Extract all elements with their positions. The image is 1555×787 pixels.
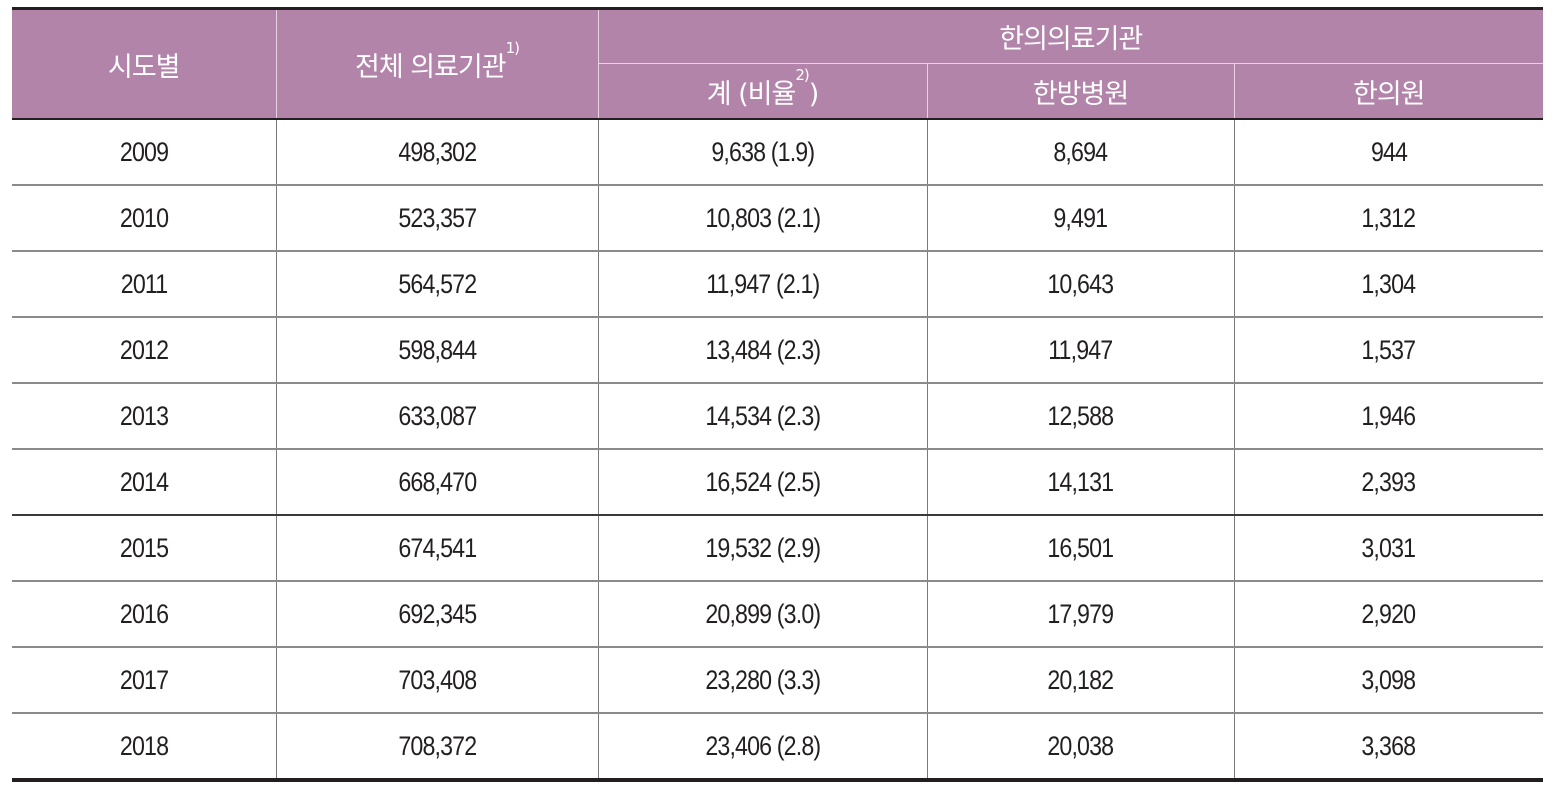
cell-year: 2015	[12, 515, 277, 582]
cell-sum-ratio: 11,947 (2.1)	[597, 251, 928, 318]
table-row: 2012 598,844 13,484 (2.3) 11,947 1,537	[12, 317, 1544, 384]
header-group-label: 한의의료기관	[999, 24, 1143, 55]
cell-year: 2009	[12, 119, 277, 186]
cell-sum-ratio: 19,532 (2.9)	[597, 515, 928, 582]
cell-sum-ratio: 9,638 (1.9)	[597, 119, 928, 186]
header-region-label: 시도별	[107, 51, 181, 83]
medical-institutions-table: 시도별 전체 의료기관1) 한의의료기관 계 (비율2)) 한방병원 한의원	[12, 7, 1544, 782]
header-hospital-label: 한방병원	[1032, 78, 1129, 110]
cell-total: 633,087	[275, 383, 599, 450]
table-row: 2016 692,345 20,899 (3.0) 17,979 2,920	[12, 581, 1544, 648]
header-row-1: 시도별 전체 의료기관1) 한의의료기관	[12, 7, 1544, 120]
cell-clinic: 3,031	[1233, 515, 1544, 582]
cell-hospital: 14,131	[926, 449, 1235, 516]
cell-total: 703,408	[275, 647, 599, 714]
header-korean-medicine-group: 한의의료기관	[597, 7, 1544, 64]
cell-clinic: 2,393	[1233, 449, 1544, 516]
cell-total: 498,302	[275, 119, 599, 186]
cell-total: 564,572	[275, 251, 599, 318]
table-body: 2009 498,302 9,638 (1.9) 8,694 944 2010 …	[12, 119, 1544, 782]
header-total-institutions: 전체 의료기관1)	[275, 7, 599, 120]
cell-clinic: 1,312	[1233, 185, 1544, 252]
header-clinic-label: 한의원	[1352, 78, 1426, 110]
cell-sum-ratio: 14,534 (2.3)	[597, 383, 928, 450]
table-header: 시도별 전체 의료기관1) 한의의료기관 계 (비율2)) 한방병원 한의원	[12, 7, 1544, 120]
cell-hospital: 11,947	[926, 317, 1235, 384]
cell-year: 2011	[12, 251, 277, 318]
cell-year: 2016	[12, 581, 277, 648]
cell-total: 523,357	[275, 185, 599, 252]
header-korean-hospital: 한방병원	[926, 63, 1235, 120]
table-row: 2011 564,572 11,947 (2.1) 10,643 1,304	[12, 251, 1544, 318]
cell-clinic: 1,304	[1233, 251, 1544, 318]
cell-clinic: 944	[1233, 119, 1544, 186]
cell-year: 2014	[12, 449, 277, 516]
cell-hospital: 9,491	[926, 185, 1235, 252]
cell-sum-ratio: 23,280 (3.3)	[597, 647, 928, 714]
footnote-marker-2: 2)	[795, 65, 809, 84]
cell-year: 2018	[12, 713, 277, 782]
header-row-2: 계 (비율2)) 한방병원 한의원	[12, 63, 1544, 120]
cell-hospital: 12,588	[926, 383, 1235, 450]
cell-hospital: 20,038	[926, 713, 1235, 782]
header-sum-suffix: )	[808, 78, 820, 110]
header-total-label: 전체 의료기관	[354, 51, 507, 83]
cell-sum-ratio: 13,484 (2.3)	[597, 317, 928, 384]
table-row: 2018 708,372 23,406 (2.8) 20,038 3,368	[12, 713, 1544, 782]
cell-year: 2013	[12, 383, 277, 450]
cell-hospital: 20,182	[926, 647, 1235, 714]
cell-total: 598,844	[275, 317, 599, 384]
cell-sum-ratio: 10,803 (2.1)	[597, 185, 928, 252]
cell-total: 692,345	[275, 581, 599, 648]
cell-total: 668,470	[275, 449, 599, 516]
cell-hospital: 16,501	[926, 515, 1235, 582]
cell-clinic: 1,537	[1233, 317, 1544, 384]
cell-clinic: 1,946	[1233, 383, 1544, 450]
cell-total: 674,541	[275, 515, 599, 582]
header-korean-clinic: 한의원	[1233, 63, 1544, 120]
footnote-marker-1: 1)	[505, 38, 520, 57]
header-sum-ratio: 계 (비율2))	[598, 63, 928, 120]
table-row: 2010 523,357 10,803 (2.1) 9,491 1,312	[12, 185, 1544, 252]
cell-sum-ratio: 23,406 (2.8)	[597, 713, 928, 782]
cell-hospital: 17,979	[926, 581, 1235, 648]
table-row: 2013 633,087 14,534 (2.3) 12,588 1,946	[12, 383, 1544, 450]
cell-year: 2012	[12, 317, 277, 384]
cell-hospital: 8,694	[926, 119, 1235, 186]
cell-clinic: 2,920	[1233, 581, 1544, 648]
cell-year: 2017	[12, 647, 277, 714]
header-region: 시도별	[12, 7, 277, 120]
table-row: 2017 703,408 23,280 (3.3) 20,182 3,098	[12, 647, 1544, 714]
cell-hospital: 10,643	[926, 251, 1235, 318]
medical-institutions-table-container: 시도별 전체 의료기관1) 한의의료기관 계 (비율2)) 한방병원 한의원	[12, 7, 1544, 782]
cell-sum-ratio: 20,899 (3.0)	[597, 581, 928, 648]
cell-clinic: 3,098	[1233, 647, 1544, 714]
cell-total: 708,372	[275, 713, 599, 782]
table-row: 2009 498,302 9,638 (1.9) 8,694 944	[12, 119, 1544, 186]
cell-clinic: 3,368	[1233, 713, 1544, 782]
cell-year: 2010	[12, 185, 277, 252]
cell-sum-ratio: 16,524 (2.5)	[597, 449, 928, 516]
table-row: 2014 668,470 16,524 (2.5) 14,131 2,393	[12, 449, 1544, 516]
header-sum-prefix: 계 (비율	[706, 78, 797, 110]
table-row: 2015 674,541 19,532 (2.9) 16,501 3,031	[12, 515, 1544, 582]
